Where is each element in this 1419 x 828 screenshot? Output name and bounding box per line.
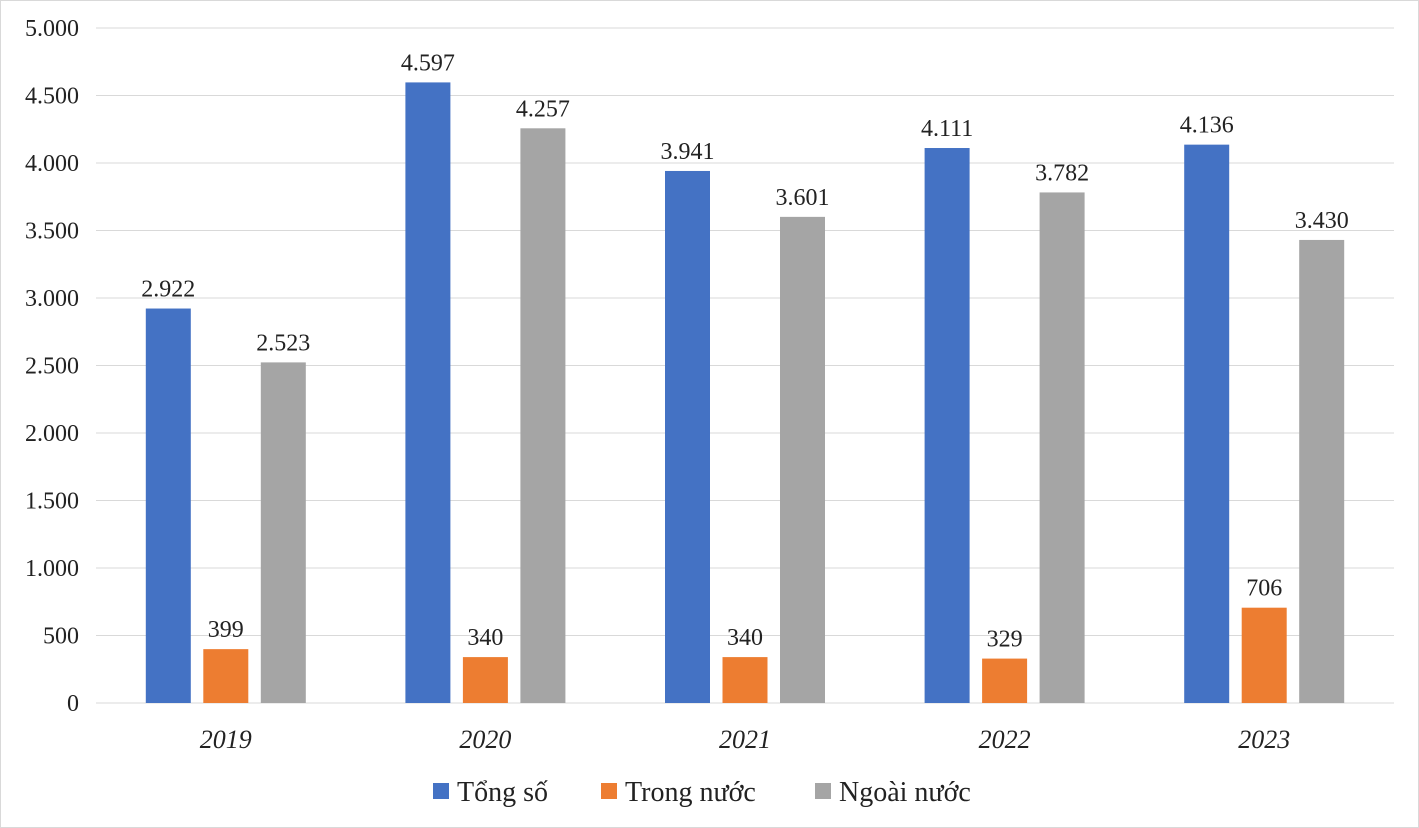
legend-swatch [601,783,617,799]
y-tick-label: 3.500 [25,219,79,245]
legend-label: Trong nước [625,777,756,808]
legend-item: Tổng số [433,777,548,808]
data-label: 706 [1246,576,1282,602]
legend-label: Tổng số [457,777,548,808]
legend-swatch [815,783,831,799]
bar [924,148,970,703]
bar [722,657,768,703]
bar [203,649,249,703]
data-labels: 2.922 399 2.523 4.597 340 4.257 3.941 340 3.601 4… [141,50,1348,652]
data-label: 2.523 [256,330,310,356]
bar [1039,192,1085,703]
data-label: 3.782 [1035,160,1089,186]
bar [405,82,451,703]
y-tick-label: 1.500 [25,489,79,515]
data-label: 3.941 [661,139,715,165]
data-label: 4.136 [1180,113,1234,139]
x-tick-label: 2019 [200,725,252,754]
y-tick-label: 4.500 [25,84,79,110]
y-tick-label: 500 [43,624,79,650]
legend-label: Ngoài nước [839,777,971,808]
legend-item: Trong nước [601,777,756,808]
bar [1241,607,1287,703]
x-tick-label: 2023 [1238,725,1290,754]
data-label: 340 [727,625,763,651]
y-axis-ticks: 0 500 1.000 1.500 2.000 2.500 3.000 3.500 4.000 4… [25,16,79,717]
data-label: 399 [208,617,244,643]
legend: Tổng số Trong nước Ngoài nước [433,777,971,808]
x-axis-ticks: 2019 2020 2021 2022 2023 [200,725,1290,754]
bar [1184,144,1230,703]
bar [260,362,306,703]
y-tick-label: 5.000 [25,16,79,42]
gridlines [96,27,1394,704]
y-tick-label: 2.500 [25,354,79,380]
x-tick-label: 2022 [979,725,1031,754]
data-label: 4.597 [401,50,455,76]
data-label: 3.430 [1295,208,1349,234]
y-tick-label: 3.000 [25,286,79,312]
bar [665,170,710,704]
bar [780,216,825,704]
data-label: 2.922 [141,277,195,303]
data-label: 4.111 [921,116,973,142]
bar [520,128,566,703]
data-label: 3.601 [776,185,830,211]
x-tick-label: 2020 [459,725,511,754]
x-tick-label: 2021 [719,725,771,754]
bar [982,658,1028,703]
legend-swatch [433,783,449,799]
bar [462,657,508,703]
bars [145,82,1345,704]
y-tick-label: 1.000 [25,556,79,582]
data-label: 340 [467,625,503,651]
y-tick-label: 4.000 [25,151,79,177]
y-tick-label: 2.000 [25,421,79,447]
legend-item: Ngoài nước [815,777,971,808]
bar [1299,239,1345,703]
bar [145,308,191,703]
y-tick-label: 0 [67,691,79,717]
data-label: 4.257 [516,96,570,122]
data-label: 329 [987,627,1023,653]
